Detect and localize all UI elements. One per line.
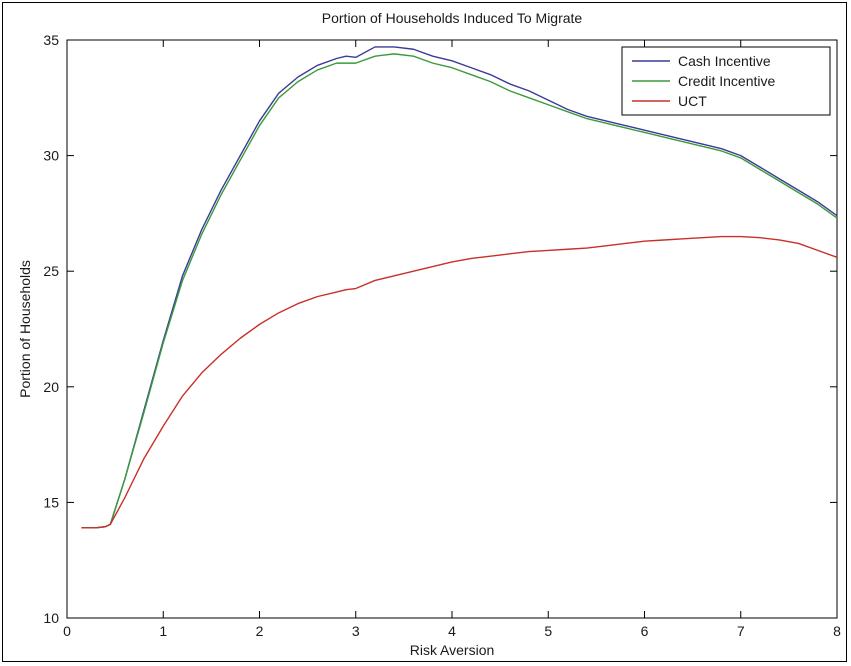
y-tick-label: 35 (43, 32, 59, 48)
axis-ticks: 0 1 2 3 4 5 6 7 8 10 15 20 25 30 35 (43, 32, 841, 639)
y-tick-label: 25 (43, 263, 59, 279)
x-tick-label: 5 (544, 623, 552, 639)
plot-area (66, 39, 838, 619)
y-tick-label: 30 (43, 148, 59, 164)
y-axis-label: Portion of Households (17, 260, 33, 398)
legend-label: Credit Incentive (678, 73, 775, 89)
x-tick-label: 1 (159, 623, 167, 639)
x-tick-label: 4 (448, 623, 456, 639)
y-tick-label: 20 (43, 379, 59, 395)
x-axis-label: Risk Aversion (410, 642, 495, 658)
series-line-cash-incentive (81, 46, 838, 529)
legend-label: Cash Incentive (678, 53, 771, 69)
y-tick-label: 10 (43, 610, 59, 626)
series-line-uct (81, 235, 838, 529)
legend-label: UCT (678, 93, 707, 109)
x-tick-label: 6 (641, 623, 649, 639)
x-tick-label: 3 (352, 623, 360, 639)
series-lines (81, 46, 838, 529)
y-tick-label: 15 (43, 494, 59, 510)
chart-title: Portion of Households Induced To Migrate (322, 10, 583, 26)
series-line-credit-incentive (81, 53, 838, 529)
x-tick-label: 0 (63, 623, 71, 639)
legend: Cash Incentive Credit Incentive UCT (621, 46, 831, 116)
x-tick-label: 7 (737, 623, 745, 639)
x-tick-label: 8 (833, 623, 841, 639)
x-tick-label: 2 (256, 623, 264, 639)
